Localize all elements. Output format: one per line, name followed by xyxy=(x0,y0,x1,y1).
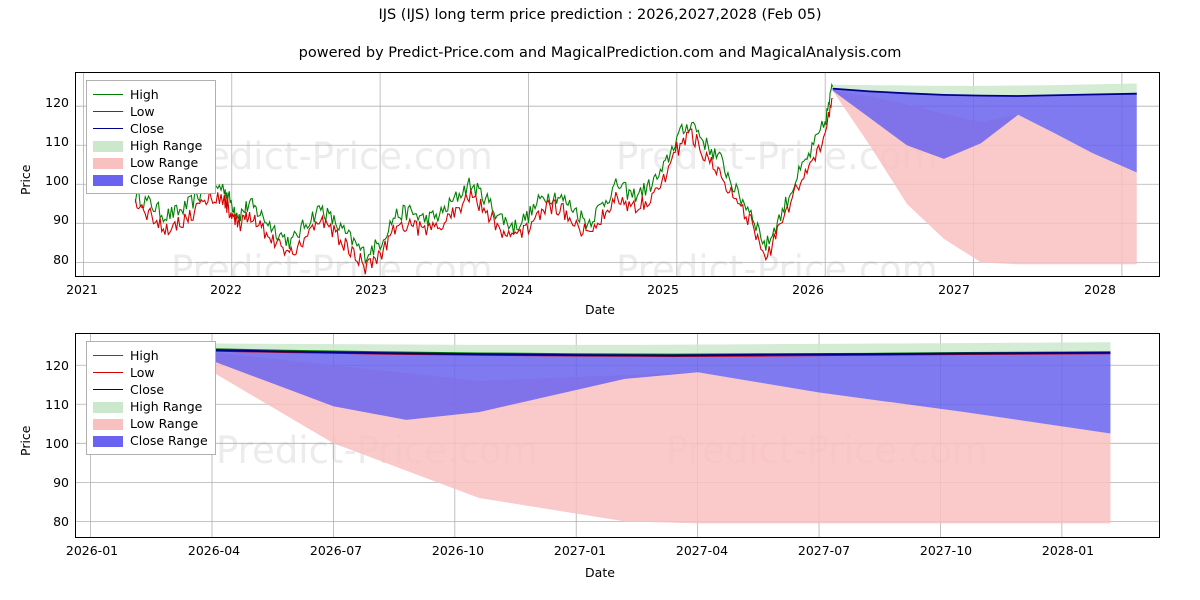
legend-label-close: Close xyxy=(130,121,165,136)
legend-key-low-range xyxy=(93,157,123,169)
bottom-xtick-2027-04: 2027-04 xyxy=(675,543,729,558)
top-xtick-2025: 2025 xyxy=(647,282,679,297)
legend-key-low-range-2 xyxy=(93,418,123,430)
top-plot-svg xyxy=(76,73,1159,276)
legend-key-low xyxy=(93,106,123,118)
legend-key-close-range-2 xyxy=(93,435,123,447)
bottom-xtick-2026-07: 2026-07 xyxy=(309,543,363,558)
top-legend: High Low Close High Range Low Range Clos… xyxy=(86,80,216,194)
top-xtick-2021: 2021 xyxy=(66,282,98,297)
legend-item-high-range: High Range xyxy=(93,137,207,154)
bottom-xtick-2028-01: 2028-01 xyxy=(1041,543,1095,558)
legend-label-low: Low xyxy=(130,104,155,119)
bottom-xaxis-label: Date xyxy=(585,565,615,580)
top-xtick-2028: 2028 xyxy=(1084,282,1116,297)
top-xtick-2023: 2023 xyxy=(355,282,387,297)
top-xtick-2022: 2022 xyxy=(210,282,242,297)
legend-key-high-range-2 xyxy=(93,401,123,413)
legend-label-high-2: High xyxy=(130,348,159,363)
legend-label-high: High xyxy=(130,87,159,102)
bottom-ytick-100: 100 xyxy=(45,436,69,451)
top-ytick-80: 80 xyxy=(53,252,69,267)
legend-item-low-range: Low Range xyxy=(93,154,207,171)
legend-item-low-range-2: Low Range xyxy=(93,415,207,432)
legend-label-close-range: Close Range xyxy=(130,172,208,187)
legend-label-low-range-2: Low Range xyxy=(130,416,199,431)
bottom-xtick-2026-01: 2026-01 xyxy=(65,543,119,558)
legend-key-close xyxy=(93,123,123,135)
legend-label-close-2: Close xyxy=(130,382,165,397)
bottom-ytick-110: 110 xyxy=(45,397,69,412)
top-ytick-90: 90 xyxy=(53,212,69,227)
legend-key-close-2 xyxy=(93,384,123,396)
top-chart-panel: Predict-Price.com Predict-Price.com Pred… xyxy=(75,72,1160,277)
legend-item-high-2: High xyxy=(93,347,207,364)
legend-item-low: Low xyxy=(93,103,207,120)
chart-title: IJS (IJS) long term price prediction : 2… xyxy=(378,7,822,23)
bottom-xtick-2027-07: 2027-07 xyxy=(797,543,851,558)
legend-item-high: High xyxy=(93,86,207,103)
legend-key-close-range xyxy=(93,174,123,186)
top-xaxis-label: Date xyxy=(585,302,615,317)
bottom-plot-svg xyxy=(76,334,1159,537)
bottom-ytick-120: 120 xyxy=(45,358,69,373)
legend-key-high-range xyxy=(93,140,123,152)
legend-item-low-2: Low xyxy=(93,364,207,381)
bottom-chart-panel: Predict-Price.com Predict-Price.com xyxy=(75,333,1160,538)
top-ytick-100: 100 xyxy=(45,173,69,188)
legend-key-low-2 xyxy=(93,367,123,379)
legend-item-close-range-2: Close Range xyxy=(93,432,208,449)
top-yaxis-label: Price xyxy=(18,164,33,196)
legend-item-close-2: Close xyxy=(93,381,207,398)
legend-item-close-range: Close Range xyxy=(93,171,208,188)
legend-label-low-range: Low Range xyxy=(130,155,199,170)
legend-label-high-range: High Range xyxy=(130,138,203,153)
top-xtick-2024: 2024 xyxy=(501,282,533,297)
bottom-ytick-90: 90 xyxy=(53,475,69,490)
bottom-ytick-80: 80 xyxy=(53,514,69,529)
top-xtick-2027: 2027 xyxy=(938,282,970,297)
bottom-yaxis-label: Price xyxy=(18,425,33,457)
bottom-xtick-2027-10: 2027-10 xyxy=(919,543,973,558)
legend-key-high xyxy=(93,89,123,101)
top-ytick-120: 120 xyxy=(45,95,69,110)
legend-key-high-2 xyxy=(93,350,123,362)
top-ytick-110: 110 xyxy=(45,134,69,149)
bottom-legend: High Low Close High Range Low Range Clos… xyxy=(86,341,216,455)
legend-label-low-2: Low xyxy=(130,365,155,380)
chart-subtitle: powered by Predict-Price.com and Magical… xyxy=(298,45,902,61)
bottom-xtick-2027-01: 2027-01 xyxy=(553,543,607,558)
legend-label-high-range-2: High Range xyxy=(130,399,203,414)
legend-item-high-range-2: High Range xyxy=(93,398,207,415)
bottom-xtick-2026-10: 2026-10 xyxy=(431,543,485,558)
legend-label-close-range-2: Close Range xyxy=(130,433,208,448)
top-xtick-2026: 2026 xyxy=(792,282,824,297)
bottom-xtick-2026-04: 2026-04 xyxy=(187,543,241,558)
legend-item-close: Close xyxy=(93,120,207,137)
